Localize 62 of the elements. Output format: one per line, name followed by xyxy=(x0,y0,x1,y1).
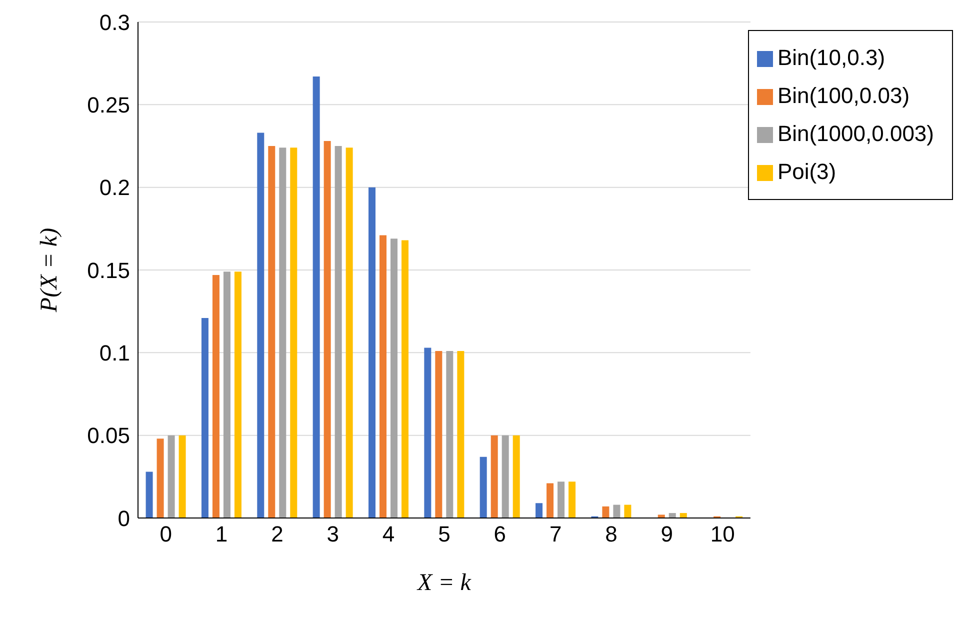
bar xyxy=(290,148,298,518)
x-tick-label: 2 xyxy=(271,522,284,547)
bar xyxy=(602,506,610,518)
y-tick-label: 0 xyxy=(118,506,130,531)
bar xyxy=(446,351,454,518)
bar xyxy=(234,272,242,518)
x-tick-label: 3 xyxy=(326,522,339,547)
bar xyxy=(390,238,398,518)
bar xyxy=(658,514,665,518)
x-tick-label: 10 xyxy=(710,522,735,547)
bar xyxy=(257,132,264,518)
legend-label: Bin(10,0.3) xyxy=(777,45,886,70)
y-tick-label: 0.3 xyxy=(99,10,130,35)
bar xyxy=(558,482,565,518)
bar xyxy=(346,148,353,518)
x-axis-title: X = k xyxy=(416,570,472,596)
bar xyxy=(380,235,386,518)
bar xyxy=(568,482,576,518)
y-tick-label: 0.2 xyxy=(99,175,130,200)
x-tick-label: 0 xyxy=(160,522,172,547)
x-tick-label: 9 xyxy=(660,522,674,547)
bar xyxy=(212,274,220,518)
x-tick-label: 4 xyxy=(382,522,395,547)
bar xyxy=(668,513,676,518)
bar xyxy=(146,472,153,518)
bar xyxy=(402,240,408,518)
bar xyxy=(178,435,186,518)
bar xyxy=(279,148,286,518)
bar xyxy=(312,76,320,518)
bar xyxy=(680,513,687,518)
x-tick-label: 8 xyxy=(605,522,618,547)
bar xyxy=(268,146,276,518)
y-tick-label: 0.05 xyxy=(87,423,130,448)
bar xyxy=(502,435,509,518)
bar xyxy=(223,272,230,518)
legend-label: Bin(100,0.03) xyxy=(777,83,910,108)
x-tick-label: 6 xyxy=(494,522,506,547)
y-axis-title: P(X = k) xyxy=(36,228,63,314)
bar xyxy=(324,141,331,518)
bar xyxy=(536,503,543,518)
x-tick-label: 1 xyxy=(215,522,228,547)
bar xyxy=(201,318,208,518)
bar xyxy=(156,438,164,518)
x-tick-label: 5 xyxy=(438,522,450,547)
bar xyxy=(168,435,175,518)
bar xyxy=(490,435,498,518)
bar xyxy=(546,483,554,518)
x-tick-label: 7 xyxy=(549,522,562,547)
bar xyxy=(457,351,464,518)
bar xyxy=(480,456,487,518)
y-tick-label: 0.25 xyxy=(87,92,130,118)
legend-label: Poi(3) xyxy=(777,159,836,184)
bar xyxy=(624,504,632,518)
bar xyxy=(512,435,520,518)
y-tick-label: 0.15 xyxy=(87,258,130,283)
bar xyxy=(334,146,342,518)
bar xyxy=(368,187,376,518)
bar xyxy=(424,348,432,518)
legend-label: Bin(1000,0.003) xyxy=(777,121,934,146)
bar xyxy=(613,504,620,518)
bar xyxy=(435,351,442,518)
y-tick-label: 0.1 xyxy=(99,340,130,366)
